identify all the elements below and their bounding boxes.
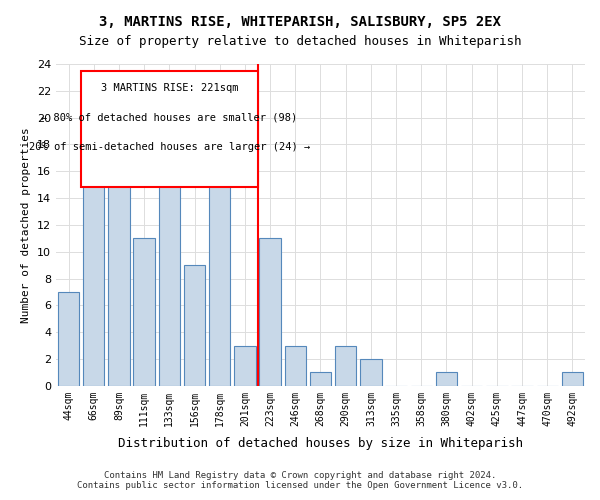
Bar bbox=[184, 265, 205, 386]
Bar bbox=[335, 346, 356, 386]
Bar bbox=[562, 372, 583, 386]
Bar bbox=[436, 372, 457, 386]
Text: 3, MARTINS RISE, WHITEPARISH, SALISBURY, SP5 2EX: 3, MARTINS RISE, WHITEPARISH, SALISBURY,… bbox=[99, 15, 501, 29]
Bar bbox=[58, 292, 79, 386]
Y-axis label: Number of detached properties: Number of detached properties bbox=[22, 127, 31, 323]
Bar bbox=[259, 238, 281, 386]
Bar bbox=[158, 144, 180, 386]
Bar bbox=[108, 158, 130, 386]
X-axis label: Distribution of detached houses by size in Whiteparish: Distribution of detached houses by size … bbox=[118, 437, 523, 450]
Bar bbox=[234, 346, 256, 386]
Bar bbox=[209, 172, 230, 386]
Bar bbox=[310, 372, 331, 386]
FancyBboxPatch shape bbox=[81, 70, 257, 188]
Text: Contains HM Land Registry data © Crown copyright and database right 2024.
Contai: Contains HM Land Registry data © Crown c… bbox=[77, 470, 523, 490]
Bar bbox=[360, 359, 382, 386]
Text: ← 80% of detached houses are smaller (98): ← 80% of detached houses are smaller (98… bbox=[41, 112, 298, 122]
Bar bbox=[133, 238, 155, 386]
Text: 3 MARTINS RISE: 221sqm: 3 MARTINS RISE: 221sqm bbox=[101, 83, 238, 93]
Text: Size of property relative to detached houses in Whiteparish: Size of property relative to detached ho… bbox=[79, 35, 521, 48]
Bar bbox=[284, 346, 306, 386]
Text: 20% of semi-detached houses are larger (24) →: 20% of semi-detached houses are larger (… bbox=[29, 142, 310, 152]
Bar bbox=[83, 118, 104, 386]
